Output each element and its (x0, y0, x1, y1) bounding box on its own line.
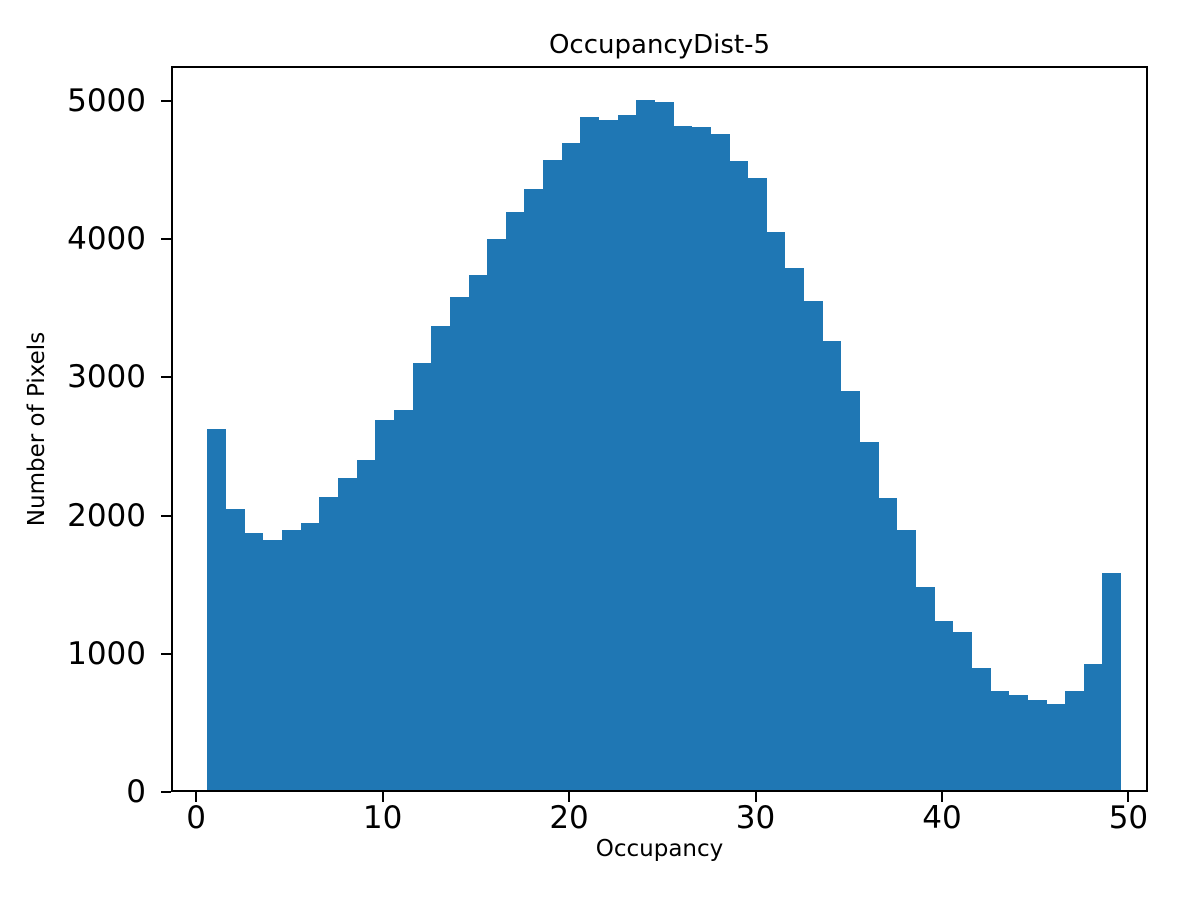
chart-title: OccupancyDist-5 (548, 30, 771, 60)
y-tick-label: 4000 (67, 221, 146, 258)
y-tick-mark (161, 99, 171, 102)
histogram-bar (319, 497, 338, 790)
histogram-bar (282, 530, 301, 790)
histogram-bar (1065, 691, 1084, 790)
x-tick-label: 50 (1108, 800, 1149, 836)
histogram-bar (1102, 573, 1122, 790)
plot-area (171, 66, 1148, 792)
histogram-bar (412, 362, 432, 790)
y-tick-mark (161, 376, 171, 379)
x-tick-mark (754, 792, 757, 802)
y-tick-label: 2000 (67, 497, 146, 534)
histogram-bar (971, 668, 991, 790)
histogram-bar (393, 409, 413, 790)
histogram-bar (916, 586, 935, 790)
histogram-bar (990, 691, 1010, 790)
histogram-bar (468, 274, 488, 790)
x-tick-mark (195, 792, 198, 802)
histogram-bar (226, 509, 245, 790)
x-tick-mark (940, 792, 943, 802)
histogram-bar (207, 429, 227, 790)
histogram-bar (244, 532, 264, 790)
histogram-bar (431, 326, 450, 790)
y-tick-label: 1000 (67, 635, 146, 672)
y-tick-mark (161, 238, 171, 241)
histogram-bar (599, 120, 618, 790)
histogram-bar (524, 188, 544, 790)
y-tick-mark (161, 652, 171, 655)
histogram-bar (934, 620, 954, 790)
histogram-bar (766, 231, 786, 790)
histogram-bar (263, 539, 283, 790)
histogram-bar (748, 178, 767, 790)
histogram-bar (1083, 664, 1103, 790)
histogram-bar (673, 125, 693, 790)
histogram-bar (1009, 695, 1028, 790)
histogram-bar (841, 391, 861, 790)
x-tick-label: 0 (186, 800, 207, 836)
histogram-bar (729, 161, 749, 790)
histogram-bar (449, 296, 469, 790)
histogram-bar (710, 133, 730, 790)
y-tick-mark (161, 791, 171, 793)
histogram-bar (860, 441, 879, 790)
histogram-bar (1027, 700, 1047, 790)
histogram-bar (505, 212, 525, 790)
histogram-bar (487, 238, 506, 790)
y-tick-label: 3000 (67, 359, 146, 396)
histogram-bar (692, 127, 711, 790)
histogram-bar (300, 522, 320, 790)
histogram-bar (897, 530, 916, 790)
histogram-bar (822, 340, 842, 790)
histogram-bar (785, 267, 805, 790)
histogram-bar (878, 497, 898, 790)
y-tick-label: 0 (126, 774, 146, 810)
x-axis-label: Occupancy (595, 836, 724, 862)
histogram-bar (543, 159, 562, 790)
x-tick-label: 30 (735, 800, 776, 836)
histogram-bar (953, 632, 972, 790)
histogram-bar (580, 116, 600, 790)
histogram-bar (375, 420, 394, 790)
histogram-bar (804, 301, 823, 790)
histogram-bar (617, 114, 637, 790)
x-tick-mark (568, 792, 571, 802)
histogram-bar (654, 101, 674, 790)
histogram-bar (356, 459, 376, 790)
y-tick-label: 5000 (67, 82, 146, 119)
x-tick-label: 40 (922, 800, 962, 836)
x-tick-mark (1127, 792, 1130, 802)
histogram-bar (561, 142, 581, 790)
y-tick-mark (161, 514, 171, 517)
x-tick-label: 10 (362, 800, 403, 836)
x-tick-mark (381, 792, 384, 802)
histogram-bar (338, 478, 357, 790)
histogram-bar (636, 99, 655, 790)
histogram-bar (1046, 704, 1066, 790)
x-tick-label: 20 (549, 800, 589, 836)
